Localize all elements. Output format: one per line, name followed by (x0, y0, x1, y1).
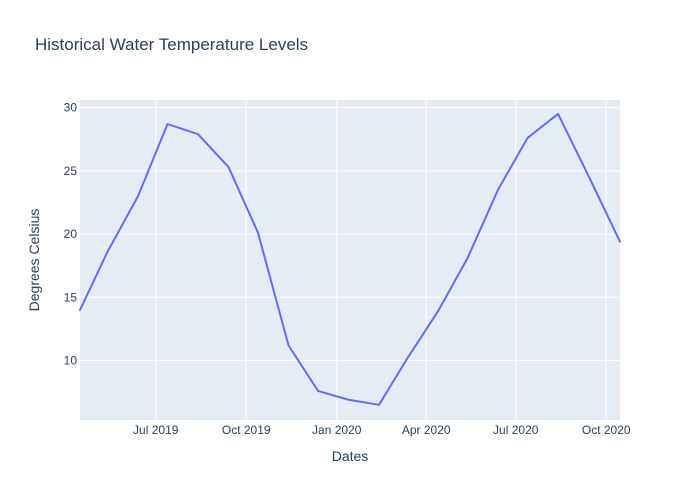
y-tick-label: 25 (64, 164, 78, 178)
x-tick-label: Jan 2020 (312, 423, 362, 437)
y-tick-label: 30 (64, 101, 78, 115)
x-axis-ticks: Jul 2019 Oct 2019 Jan 2020 Apr 2020 Jul 2020… (133, 423, 631, 437)
y-tick-label: 15 (64, 290, 78, 304)
x-tick-label: Oct 2020 (582, 423, 631, 437)
y-axis-ticks: 10 15 20 25 30 (64, 101, 78, 368)
y-grid (80, 107, 620, 362)
chart-title: Historical Water Temperature Levels (35, 35, 308, 54)
y-axis-title: Degrees Celsius (26, 209, 42, 312)
x-tick-label: Apr 2020 (402, 423, 451, 437)
x-tick-label: Jul 2019 (133, 423, 179, 437)
x-grid (155, 100, 607, 420)
plot-area (80, 100, 620, 420)
y-tick-label: 20 (64, 227, 78, 241)
x-tick-label: Oct 2019 (222, 423, 271, 437)
y-tick-label: 10 (64, 354, 78, 368)
x-tick-label: Jul 2020 (493, 423, 539, 437)
x-axis-title: Dates (332, 448, 369, 464)
series-line (79, 112, 621, 406)
